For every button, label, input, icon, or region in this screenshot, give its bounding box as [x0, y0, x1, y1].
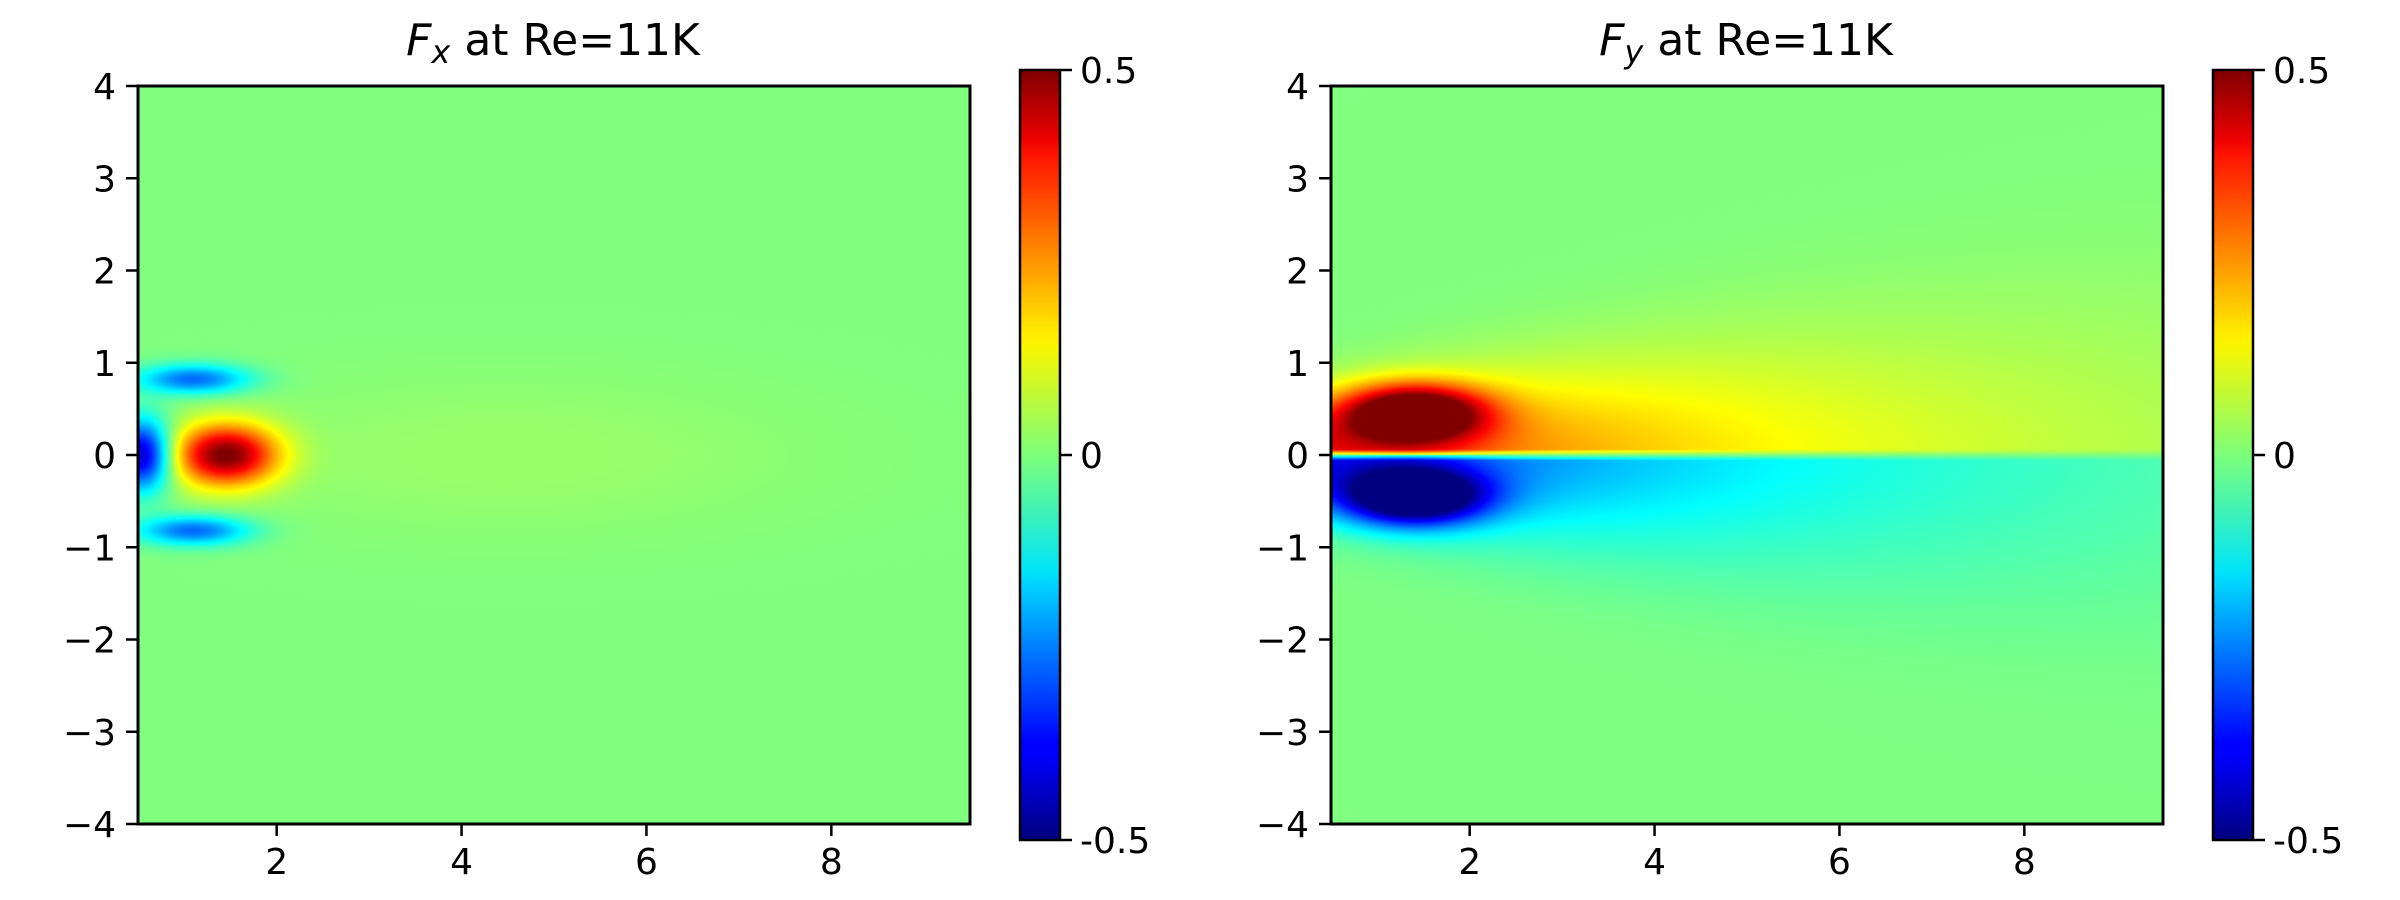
y-tick-label: −3 [63, 713, 116, 754]
x-tick-label: 2 [265, 842, 288, 883]
y-tick-label: 2 [1286, 252, 1309, 293]
title-fx-rest: at Re=11K [450, 15, 701, 66]
colorbar-tick-label: -0.5 [2273, 821, 2343, 862]
y-tick-label: 1 [93, 344, 116, 385]
colorbar-fx [1018, 68, 1062, 842]
y-tick-label: 3 [93, 159, 116, 200]
panel-fy: Fy at Re=11K 2 4 6 8 −4 −3 −2 −1 0 1 2 3 4 0.5 0 -0.5 [1256, 15, 2343, 883]
y-tick-label: −2 [63, 621, 116, 662]
panel-fx: Fx at Re=11K 2 4 6 8 −4 −3 −2 −1 0 1 2 3 4 0.5 0 -0.5 [63, 15, 1150, 883]
colorbar-ticks-fx: 0.5 0 -0.5 [1060, 51, 1150, 862]
colorbar-tick-label: 0.5 [1080, 51, 1137, 92]
y-tick-label: −3 [1256, 713, 1309, 754]
y-tick-label: −4 [1256, 805, 1309, 846]
x-tick-label: 2 [1458, 842, 1481, 883]
y-tick-label: −1 [63, 528, 116, 569]
y-tick-label: 0 [93, 436, 116, 477]
colorbar-tick-label: 0.5 [2273, 51, 2330, 92]
y-tick-label: 2 [93, 252, 116, 293]
heatmap-fx [138, 86, 970, 824]
y-tick-label: −4 [63, 805, 116, 846]
title-fx: Fx at Re=11K [406, 15, 701, 71]
y-tick-label: 0 [1286, 436, 1309, 477]
x-tick-label: 8 [820, 842, 843, 883]
x-tick-label: 4 [450, 842, 473, 883]
colorbar-tick-label: 0 [1080, 436, 1103, 477]
title-fx-symbol: F [406, 15, 432, 66]
y-tick-label: 3 [1286, 159, 1309, 200]
heatmap-fy-area [1331, 86, 2163, 824]
y-tick-label: −1 [1256, 528, 1309, 569]
axis-ticks-fx: 2 4 6 8 −4 −3 −2 −1 0 1 2 3 4 [63, 67, 843, 883]
x-tick-label: 8 [2013, 842, 2036, 883]
title-fy-rest: at Re=11K [1643, 15, 1894, 66]
axis-ticks-fy: 2 4 6 8 −4 −3 −2 −1 0 1 2 3 4 [1256, 67, 2036, 883]
x-tick-label: 6 [1828, 842, 1851, 883]
y-tick-label: 1 [1286, 344, 1309, 385]
colorbar-fy [2211, 68, 2255, 842]
y-tick-label: 4 [1286, 67, 1309, 108]
title-fy: Fy at Re=11K [1599, 15, 1894, 71]
x-tick-label: 6 [635, 842, 658, 883]
x-tick-label: 4 [1643, 842, 1666, 883]
title-fx-subscript: x [430, 33, 451, 71]
colorbar-tick-label: -0.5 [1080, 821, 1150, 862]
title-fy-subscript: y [1623, 33, 1644, 71]
y-tick-label: −2 [1256, 621, 1309, 662]
heatmap-fx-area [138, 86, 970, 824]
title-fy-symbol: F [1599, 15, 1625, 66]
colorbar-tick-label: 0 [2273, 436, 2296, 477]
colorbar-ticks-fy: 0.5 0 -0.5 [2253, 51, 2343, 862]
heatmap-fy [1331, 86, 2163, 824]
y-tick-label: 4 [93, 67, 116, 108]
